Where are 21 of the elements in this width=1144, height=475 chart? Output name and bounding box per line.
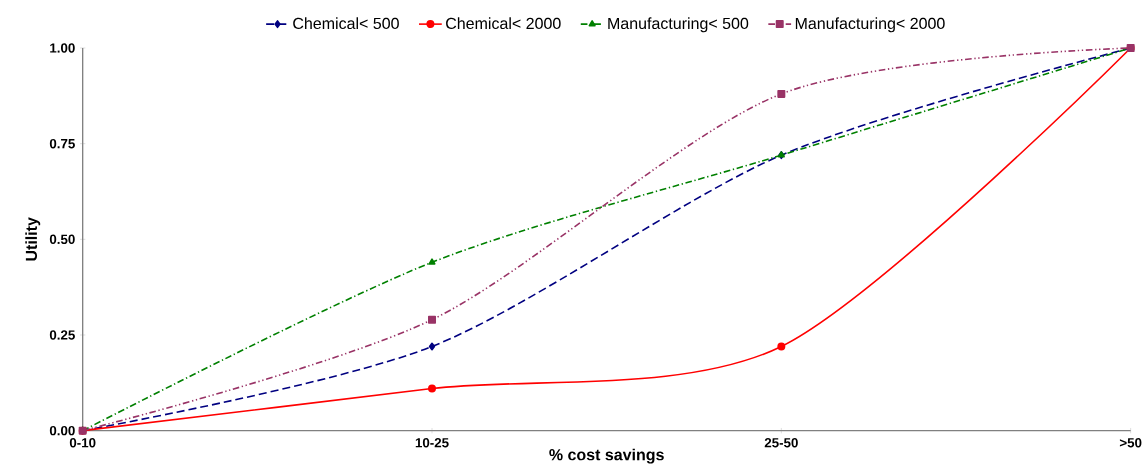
point — [428, 384, 437, 393]
y-tick-label: 1.00 — [50, 43, 75, 53]
legend-label: Chemical< 2000 — [446, 17, 561, 30]
y-tick-label: 0.25 — [49, 330, 75, 340]
legend-label: Chemical< 500 — [293, 17, 399, 30]
x-tick-label: >50 — [1119, 438, 1142, 448]
point — [428, 342, 436, 351]
y-tick-label: 0.75 — [49, 139, 75, 149]
point — [428, 315, 437, 324]
x-tick-label: 0-10 — [69, 438, 96, 448]
point — [428, 258, 436, 265]
point — [777, 90, 786, 99]
legend-label: Manufacturing< 2000 — [795, 17, 945, 33]
x-tick-label: 25-50 — [764, 438, 798, 448]
y-axis-title: Utility — [25, 217, 41, 261]
x-axis-title: % cost savings — [549, 448, 664, 464]
y-tick-label: 0.00 — [49, 426, 75, 436]
y-tick-label: 0.50 — [49, 234, 75, 245]
legend-label: Manufacturing< 500 — [608, 17, 749, 33]
point — [777, 342, 786, 351]
x-tick-label: 10-25 — [415, 438, 449, 448]
